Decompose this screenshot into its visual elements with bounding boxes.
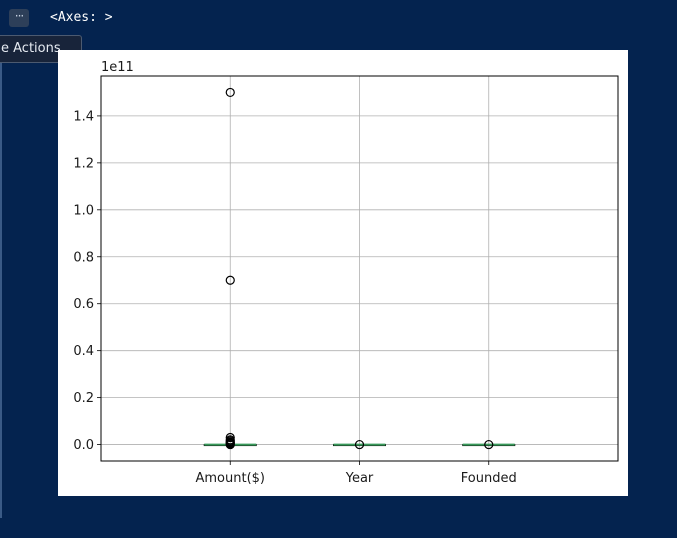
outlier-point xyxy=(354,439,365,450)
y-tick-label: 0.4 xyxy=(73,344,94,359)
y-tick-label: 0.8 xyxy=(73,250,94,265)
outlier-point xyxy=(225,275,235,285)
y-tick-label: 0.0 xyxy=(73,438,94,453)
x-tick-label: Amount($) xyxy=(195,471,265,486)
y-scale-label: 1e11 xyxy=(101,60,134,75)
boxplot-chart: 0.0 0.2 0.4 0.6 0.8 1.0 1.2 1.4 Amount($) Year Fou… xyxy=(73,60,619,486)
y-tick-label: 1.2 xyxy=(73,156,94,171)
y-tick-label: 0.2 xyxy=(73,391,94,406)
outlier-point xyxy=(225,432,235,443)
y-tick-label: 1.4 xyxy=(73,109,94,124)
axes-frame xyxy=(100,75,619,462)
outlier-point xyxy=(225,439,235,450)
cell-focus-rule xyxy=(0,48,2,518)
y-tick-label: 1.0 xyxy=(73,203,94,218)
more-actions-button[interactable]: ··· xyxy=(9,9,29,27)
outlier-point xyxy=(225,87,235,98)
y-tick-label: 0.6 xyxy=(73,297,94,312)
ellipsis-icon: ··· xyxy=(14,9,25,23)
x-tick-label: Founded xyxy=(461,471,517,486)
output-repr-text: <Axes: > xyxy=(50,10,113,25)
outlier-point xyxy=(484,439,494,450)
x-tick-label: Year xyxy=(345,471,374,486)
boxplot-figure: 0.0 0.2 0.4 0.6 0.8 1.0 1.2 1.4 Amount($) Year Fou… xyxy=(58,50,628,496)
